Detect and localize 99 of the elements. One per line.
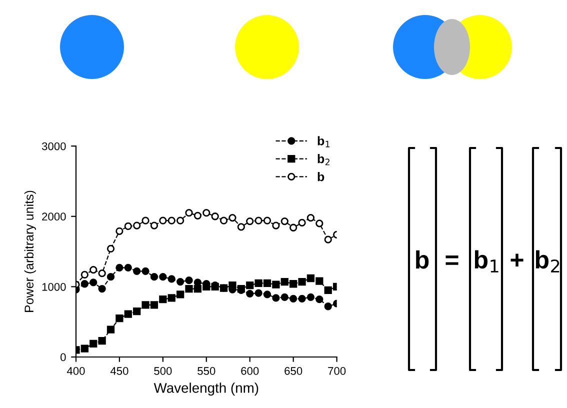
- point: [185, 209, 193, 217]
- legend-label: b$_{1}$: [318, 136, 330, 148]
- point: [324, 286, 332, 294]
- x-tick-label: 550: [198, 367, 216, 375]
- point: [176, 290, 184, 298]
- point: [272, 222, 280, 230]
- point: [290, 224, 298, 232]
- point: [263, 216, 272, 224]
- legend-label: b$_{2}$: [318, 154, 330, 166]
- point: [185, 276, 193, 284]
- point: [90, 266, 98, 274]
- point: [254, 279, 262, 287]
- point: [254, 216, 262, 224]
- y-tick-label: 1000: [42, 282, 66, 291]
- point: [254, 289, 262, 297]
- x-tick-label: 650: [284, 367, 302, 375]
- point: [228, 214, 236, 222]
- point: [290, 280, 298, 288]
- point: [124, 222, 132, 230]
- point: [124, 310, 132, 318]
- point: [211, 212, 219, 220]
- point: [202, 282, 210, 291]
- text: b: [416, 250, 429, 269]
- point: [280, 278, 288, 286]
- point: [306, 293, 315, 302]
- point: [98, 270, 106, 278]
- point: [116, 264, 124, 272]
- point: [298, 294, 306, 302]
- text: +: [510, 254, 524, 266]
- point: [168, 216, 176, 224]
- point: [246, 281, 254, 290]
- point: [90, 278, 98, 286]
- y-tick-label: 2000: [42, 212, 66, 221]
- point: [106, 326, 115, 334]
- point: [220, 216, 228, 224]
- point: [98, 337, 106, 345]
- point: [246, 217, 254, 226]
- point: [263, 279, 272, 287]
- point: [106, 273, 115, 281]
- y-tick-label: 0: [60, 353, 66, 362]
- point: [316, 296, 324, 304]
- point: [228, 281, 236, 290]
- point: [246, 290, 254, 298]
- point: [194, 284, 202, 293]
- point: [159, 296, 167, 304]
- point: [150, 301, 158, 309]
- point: [116, 227, 124, 235]
- point: [159, 273, 167, 281]
- point: [168, 294, 176, 302]
- point: [280, 217, 288, 226]
- point: [237, 223, 245, 231]
- point: [116, 314, 124, 322]
- point: [298, 218, 306, 227]
- point: [133, 222, 141, 230]
- point: [316, 277, 324, 285]
- point: [150, 222, 158, 230]
- point: [150, 273, 158, 281]
- text: b$_{2}$: [536, 250, 560, 272]
- point: [80, 280, 88, 288]
- point: [90, 340, 98, 348]
- point: [316, 220, 324, 228]
- x-tick-label: 400: [66, 367, 85, 375]
- x-tick-label: 600: [241, 367, 259, 375]
- point: [202, 209, 210, 217]
- point: [176, 216, 184, 224]
- point: [106, 244, 115, 253]
- point: [272, 280, 280, 288]
- x-axis-title: Wavelength (nm): [154, 382, 258, 396]
- point: [324, 302, 332, 310]
- point: [263, 290, 272, 298]
- point: [272, 294, 280, 302]
- point: [185, 284, 193, 293]
- point: [298, 278, 306, 286]
- point: [98, 284, 106, 293]
- point: [159, 216, 167, 224]
- point: [142, 301, 150, 309]
- point: [306, 274, 315, 282]
- point: [280, 293, 288, 302]
- text: b$_{1}$: [474, 250, 498, 272]
- point: [306, 214, 315, 222]
- point: [133, 267, 141, 276]
- point: [80, 270, 88, 279]
- point: [142, 216, 150, 224]
- point: [133, 307, 141, 316]
- point: [324, 236, 332, 244]
- x-tick-label: 500: [154, 367, 172, 375]
- x-tick-label: 450: [110, 367, 128, 375]
- point: [176, 278, 184, 286]
- point: [142, 267, 150, 276]
- point: [194, 212, 202, 220]
- point: [168, 275, 176, 283]
- y-tick-label: 3000: [42, 142, 66, 150]
- y-axis-title: Power (arbitrary units): [24, 190, 36, 312]
- point: [124, 264, 132, 272]
- point: [80, 344, 88, 352]
- legend-label: b: [318, 172, 324, 182]
- x-tick-label: 700: [328, 367, 346, 375]
- text: =: [446, 255, 458, 265]
- point: [290, 294, 298, 302]
